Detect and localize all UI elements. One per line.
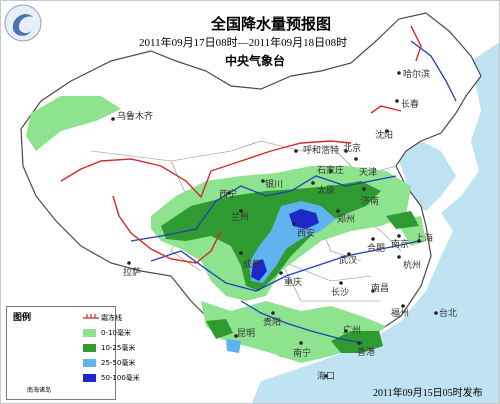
city-label-nanning: 南宁 (293, 349, 312, 359)
city-label-shenyang: 沈阳 (375, 131, 394, 141)
city-label-chengdu: 成都 (243, 260, 262, 270)
agency-name: 中央气象台 (225, 54, 286, 68)
precip-50-100 (251, 209, 319, 281)
city-label-wuhan: 武汉 (339, 256, 358, 266)
city-label-shijiazhuang: 石家庄 (317, 166, 345, 176)
city-label-nanchang: 南昌 (371, 284, 390, 294)
city-label-lanzhou: 兰州 (231, 213, 250, 223)
city-label-tianjin: 天津 (359, 168, 378, 178)
legend-label: 10-25毫米 (101, 344, 136, 352)
city-label-beijing: 北京 (343, 144, 362, 154)
city-label-changchun: 长春 (401, 100, 420, 110)
legend-label: 25-50毫米 (101, 359, 136, 367)
city-label-xining: 西宁 (219, 190, 238, 200)
rivers (130, 40, 457, 344)
city-label-changsha: 长沙 (331, 288, 350, 298)
issue-time: 2011年09月15日05时发布 (373, 388, 483, 399)
legend-label: 0-10毫米 (101, 329, 131, 337)
city-label-zhengzhou: 郑州 (337, 215, 356, 225)
city-label-fuzhou: 福州 (391, 309, 410, 319)
city-label-guiyang: 贵阳 (263, 318, 282, 328)
city-label-urumqi: 乌鲁木齐 (117, 112, 154, 122)
legend-label: 霜冻线 (101, 314, 122, 322)
city-label-chongqing: 重庆 (284, 278, 303, 288)
city-label-jinan: 济南 (361, 197, 380, 207)
city-label-hohhot: 呼和浩特 (303, 146, 340, 156)
city-label-haikou: 海口 (317, 372, 336, 382)
forecast-period: 2011年09月17日08时—2011年09月18日08时 (139, 37, 348, 49)
map-legend: 图例 霜冻线 0-10毫米 10-25毫米 25-50毫米 50-100毫米 南… (6, 306, 140, 400)
city-label-yinchuan: 银川 (265, 180, 284, 190)
frost-line (60, 25, 422, 264)
cma-logo-icon (4, 4, 42, 42)
city-label-taiyuan: 太原 (317, 186, 336, 196)
city-label-xian: 西安 (297, 229, 316, 239)
legend-title: 图例 (13, 313, 32, 323)
frost-line-swatch (83, 314, 99, 319)
map-title: 全国降水量预报图 (211, 15, 332, 33)
city-label-harbin: 哈尔滨 (403, 70, 431, 80)
city-label-taipei: 台北 (439, 309, 458, 319)
legend-swatch (83, 359, 96, 367)
city-label-nanjing: 南京 (391, 240, 410, 250)
city-label-shanghai: 上海 (415, 234, 434, 244)
city-dots (111, 71, 438, 378)
city-label-hangzhou: 杭州 (403, 261, 422, 271)
city-label-guangzhou: 广州 (343, 326, 362, 336)
city-label-hongkong: 香港 (357, 348, 376, 358)
city-label-hefei: 合肥 (367, 244, 386, 254)
inset-label: 南海诸岛 (27, 387, 52, 394)
legend-swatch (83, 374, 96, 382)
legend-swatch (83, 329, 96, 337)
legend-label: 50-100毫米 (101, 374, 140, 382)
legend-swatch (83, 344, 96, 352)
city-label-kunming: 昆明 (237, 329, 256, 339)
city-label-lhasa: 拉萨 (123, 268, 142, 278)
